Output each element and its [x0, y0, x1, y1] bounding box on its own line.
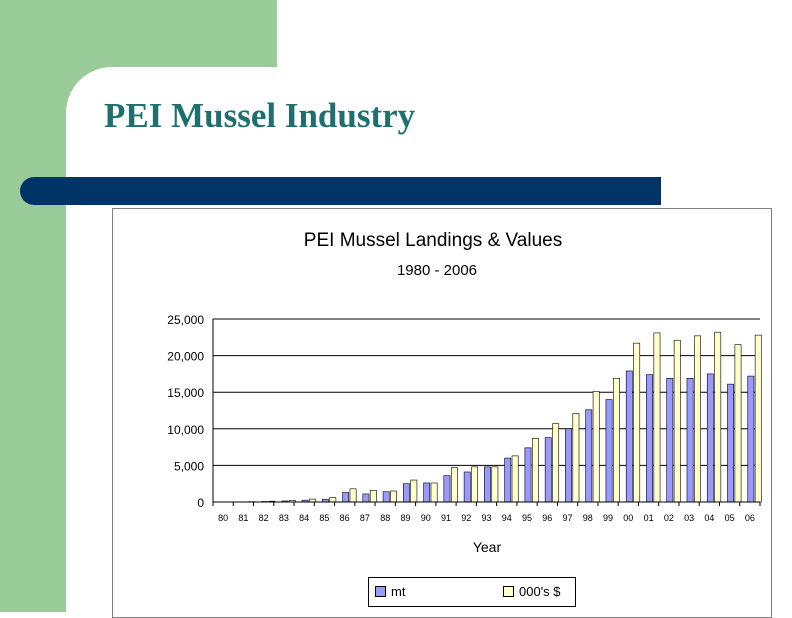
x-tick-label: 91 [441, 513, 451, 523]
bar-value [370, 490, 376, 502]
bar-value [674, 340, 680, 502]
bar-value [755, 335, 761, 502]
x-tick-label: 80 [218, 513, 228, 523]
legend-label-value: 000's $ [519, 584, 561, 599]
bar-value [634, 343, 640, 502]
bar-mt [748, 376, 754, 502]
x-tick-label: 06 [745, 513, 755, 523]
bar-mt [707, 374, 713, 502]
legend-item-value: 000's $ [503, 584, 561, 599]
x-tick-label: 87 [360, 513, 370, 523]
x-tick-label: 99 [603, 513, 613, 523]
x-tick-label: 88 [380, 513, 390, 523]
x-tick-label: 92 [461, 513, 471, 523]
x-tick-label: 05 [725, 513, 735, 523]
bar-value [654, 333, 660, 502]
bar-value [532, 438, 538, 502]
bar-value [613, 378, 619, 502]
x-tick-label: 03 [684, 513, 694, 523]
bar-mt [464, 472, 470, 502]
bar-mt [727, 384, 733, 502]
y-tick-label: 20,000 [167, 350, 204, 364]
bar-value [411, 480, 417, 502]
x-axis-label: Year [473, 539, 502, 555]
bar-mt [484, 467, 490, 502]
x-tick-label: 96 [542, 513, 552, 523]
legend-item-mt: mt [375, 584, 405, 599]
y-tick-label: 0 [197, 496, 204, 510]
x-tick-label: 83 [279, 513, 289, 523]
bar-value [593, 391, 599, 502]
bar-mt [363, 494, 369, 502]
bar-mt [626, 371, 632, 502]
bar-mt [545, 438, 551, 502]
x-tick-label: 84 [299, 513, 309, 523]
x-tick-label: 94 [502, 513, 512, 523]
legend-swatch-value [503, 586, 514, 597]
x-tick-label: 95 [522, 513, 532, 523]
bar-mt [444, 476, 450, 502]
bar-value [694, 336, 700, 502]
bar-mt [606, 400, 612, 502]
chart-subtitle: 1980 - 2006 [397, 262, 477, 279]
y-tick-labels: 0 5,000 10,000 15,000 20,000 25,000 [167, 313, 204, 510]
x-tick-label: 85 [319, 513, 329, 523]
x-tick-label: 98 [583, 513, 593, 523]
bar-value [512, 456, 518, 502]
x-tick-label: 89 [400, 513, 410, 523]
bar-mt [687, 378, 693, 502]
chart-title: PEI Mussel Landings & Values [304, 230, 562, 251]
bar-value [350, 489, 356, 502]
bar-mt [586, 410, 592, 502]
bar-mt [667, 378, 673, 502]
x-tick-label: 04 [704, 513, 714, 523]
bar-mt [565, 429, 571, 502]
y-tick-label: 15,000 [167, 386, 204, 400]
bar-value [431, 483, 437, 502]
y-tick-label: 25,000 [167, 313, 204, 327]
x-tick-label: 97 [563, 513, 573, 523]
legend-label-mt: mt [391, 584, 405, 599]
x-tick-label: 82 [259, 513, 269, 523]
x-tick-label: 90 [421, 513, 431, 523]
bar-value [553, 424, 559, 502]
bar-value [715, 332, 721, 502]
x-tick-label: 02 [664, 513, 674, 523]
y-tick-label: 5,000 [174, 459, 204, 473]
x-tick-label: 81 [238, 513, 248, 523]
bar-mt [343, 492, 349, 502]
bar-mt [383, 492, 389, 502]
bar-value [492, 467, 498, 502]
x-tick-label: 01 [644, 513, 654, 523]
bar-value [472, 467, 478, 502]
x-tick-label: 93 [481, 513, 491, 523]
bar-value [735, 345, 741, 502]
y-tick-label: 10,000 [167, 423, 204, 437]
legend-swatch-mt [375, 586, 386, 597]
bar-value [451, 468, 457, 502]
bar-value [330, 498, 336, 502]
bar-value [390, 491, 396, 502]
chart-legend: mt 000's $ [368, 577, 576, 607]
bar-mt [403, 484, 409, 502]
bars [221, 332, 761, 502]
x-tick-labels: 80 81 82 83 84 85 86 87 88 89 90 91 92 93 94 95 96 97 98 99… [218, 513, 755, 523]
x-tick-label: 00 [623, 513, 633, 523]
x-tick-label: 86 [340, 513, 350, 523]
bar-value [573, 413, 579, 502]
bar-mt [525, 448, 531, 502]
bar-mt [505, 458, 511, 502]
bar-mt [424, 483, 430, 502]
bar-mt [646, 375, 652, 502]
